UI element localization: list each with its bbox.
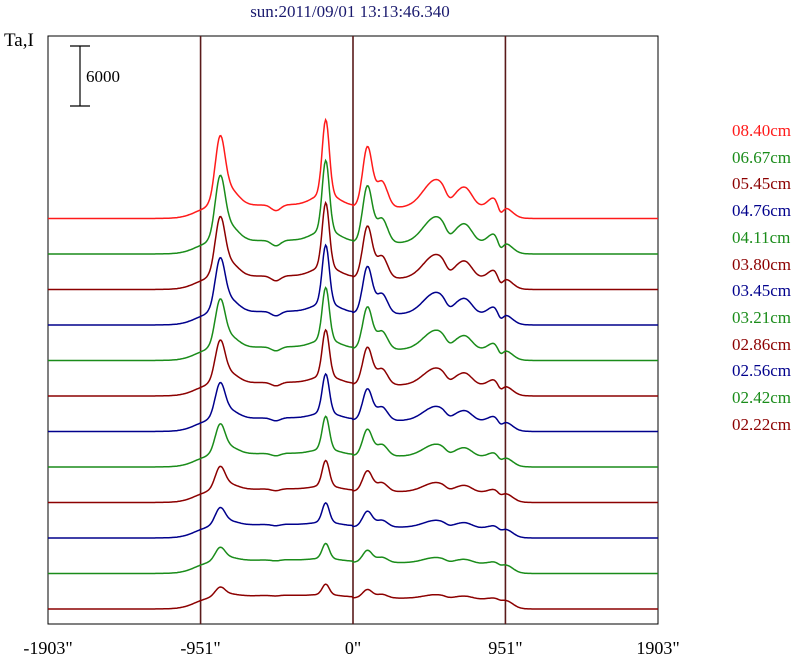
series-line-06.67cm xyxy=(48,158,658,255)
y-axis-label: Ta,I xyxy=(4,30,34,51)
series-line-02.42cm xyxy=(48,542,658,575)
series-line-08.40cm xyxy=(48,117,658,220)
series-line-03.80cm xyxy=(48,328,658,397)
series-line-05.45cm xyxy=(48,200,658,291)
legend-entry: 08.40cm xyxy=(732,121,792,140)
x-tick-label: -1903" xyxy=(23,638,72,658)
scale-bar: 6000 xyxy=(70,45,120,107)
x-tick-label: 951" xyxy=(488,638,522,658)
x-tick-label: 1903" xyxy=(636,638,679,658)
legend-entry: 02.86cm xyxy=(732,334,792,354)
legend-entry: 02.42cm xyxy=(732,388,792,408)
series-line-02.86cm xyxy=(48,459,658,504)
chart-title: sun:2011/09/01 13:13:46.340 xyxy=(250,2,450,21)
series-line-03.45cm xyxy=(48,372,658,433)
series-group xyxy=(48,117,658,610)
series-line-04.76cm xyxy=(48,243,658,326)
vertical-markers xyxy=(199,36,507,624)
legend-entry: 03.21cm xyxy=(732,307,792,327)
series-line-02.22cm xyxy=(48,583,658,610)
legend-entry: 04.76cm xyxy=(732,201,792,221)
x-tick-label: -951" xyxy=(180,638,220,658)
legend: 08.40cm 06.67cm 05.45cm 04.76cm 04.11cm 03.80… xyxy=(732,118,791,438)
legend-entry: 05.45cm xyxy=(732,174,792,194)
series-line-03.21cm xyxy=(48,415,658,468)
series-line-02.56cm xyxy=(48,501,658,539)
series-line-04.11cm xyxy=(48,286,658,362)
x-tick-label: 0" xyxy=(345,638,361,658)
x-tick-labels: -1903" -951" 0" 951" 1903" xyxy=(23,638,679,658)
legend-entry: 03.45cm xyxy=(732,281,792,301)
legend-entry: 04.11cm xyxy=(732,227,791,247)
legend-entry: 02.22cm xyxy=(732,414,792,434)
legend-entry: 02.56cm xyxy=(732,361,792,381)
legend-entry: 03.80cm xyxy=(732,254,792,274)
legend-entry: 06.67cm xyxy=(732,147,792,167)
scale-bar-label: 6000 xyxy=(86,67,120,86)
